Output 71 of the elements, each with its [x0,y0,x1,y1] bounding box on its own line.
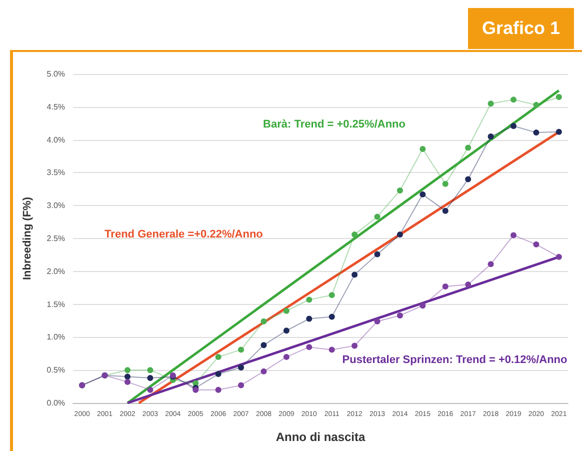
point [420,302,426,309]
point [488,261,494,268]
point [465,144,472,151]
y-tick-label: 1.0% [46,332,65,342]
point [328,346,335,353]
point [238,364,244,370]
annotation: Trend Generale =+0.22%/Anno [104,228,264,240]
point [352,232,358,238]
point [124,378,130,385]
point [124,374,130,380]
point [283,354,290,360]
point [420,146,426,152]
chart-title: Grafico 1 [468,8,574,49]
point [238,346,244,353]
point [396,187,403,194]
point [374,214,380,220]
point [215,354,222,360]
point [147,374,154,381]
point [306,296,312,303]
point [260,318,267,324]
point [238,382,244,388]
y-tick-label: 0.5% [46,366,65,375]
point [510,96,517,103]
point [352,342,358,349]
point [442,284,448,290]
point [147,386,154,393]
y-tick-label: 3.0% [46,201,65,210]
annotation: Pustertaler Sprinzen: Trend = +0.12%/Anno [342,354,568,366]
point [260,342,267,348]
point [283,308,290,314]
x-axis-title: Anno di nascita [276,430,366,444]
point [328,314,335,320]
point [533,241,540,248]
point [328,292,335,298]
point [396,312,403,318]
point [510,232,517,238]
point [533,102,540,108]
y-tick-label: 4.0% [46,135,65,144]
point [374,318,380,324]
point [488,134,494,140]
point [215,371,222,378]
point [306,316,312,322]
point [374,251,380,258]
point [124,367,130,374]
point [147,367,154,374]
y-tick-label: 0.0% [46,398,65,408]
y-tick-label: 4.5% [46,102,65,112]
point [306,344,312,350]
point [488,100,494,107]
point [283,328,290,334]
point [260,368,267,374]
point [396,232,403,238]
point [215,386,222,393]
y-tick-label: 1.5% [46,300,65,309]
point [442,180,448,187]
point [556,254,562,260]
y-axis-title: Inbreeding (F%) [22,196,34,280]
y-tick-label: 2.0% [46,266,65,276]
annotation: Barà: Trend = +0.25%/Anno [263,118,406,130]
y-tick-label: 3.5% [46,168,65,178]
point [556,128,562,135]
y-tick-label: 2.5% [46,234,65,243]
point [510,122,517,129]
point [352,272,358,278]
point [556,94,562,100]
point [465,282,472,288]
y-tick-label: 5.0% [46,70,65,78]
point [465,176,472,182]
point [533,130,540,136]
point [420,191,426,198]
point [442,208,448,214]
